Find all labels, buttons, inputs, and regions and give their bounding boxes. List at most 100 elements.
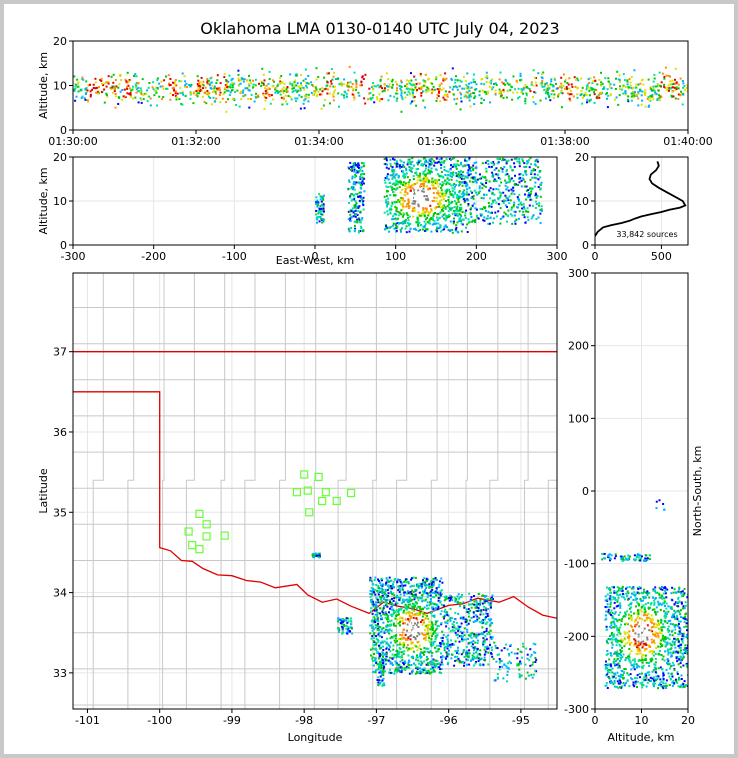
eastwest-source [536,160,539,163]
altitude-time-source [466,87,469,90]
plan-view-source [419,611,422,614]
eastwest-source [463,193,466,196]
altitude-time-source [103,88,106,91]
plan-view-source [435,593,437,596]
eastwest-source [439,224,442,227]
plan-view-source [496,647,499,650]
altitude-time-source [478,94,481,97]
plan-view-source [419,657,422,659]
altitude-time-source [326,72,329,75]
eastwest-source [503,166,506,168]
eastwest-source [391,168,394,171]
plan-view-source [422,671,424,674]
eastwest-source [456,194,459,196]
eastwest-source [495,180,498,183]
altitude-time-source [568,87,571,90]
altitude-time-source [672,95,675,98]
eastwest-source [531,215,534,218]
eastwest-source [433,220,436,223]
plan-view-source [408,666,411,669]
plan-view-source [455,627,457,630]
plan-view-source [422,579,424,582]
eastwest-source [441,175,444,178]
altitude-time-source [239,91,242,94]
altitude-time-source [355,82,358,84]
plan-view-source [440,637,443,640]
altitude-time-source [511,98,514,101]
altitude-time-source [163,79,166,82]
eastwest-source [443,169,446,171]
plan-view-source [341,618,344,620]
eastwest-source [355,193,358,195]
plan-view-source [448,597,451,599]
eastwest-source [407,184,410,186]
altitude-time-source [640,103,643,106]
eastwest-source [411,157,414,160]
plan-view-source [417,623,420,626]
altitude-time-source [506,89,509,92]
plan-view-source [419,597,422,600]
plan-view-source [315,555,318,557]
altitude-time-source [258,82,260,85]
plan-view-source [417,605,420,608]
altitude-time-source [213,85,216,88]
northsouth-source [649,620,652,623]
northsouth-source [648,679,651,682]
eastwest-source [413,189,416,192]
plan-view-source [425,633,428,635]
northsouth-source [627,633,630,636]
eastwest-source [489,197,492,200]
eastwest-source [477,192,480,195]
altitude-time-source [460,93,463,96]
eastwest-source [467,164,470,167]
plan-view-source [401,637,404,640]
plan-view-source [385,577,388,580]
eastwest-source [417,225,420,227]
altitude-time-source [433,88,436,91]
altitude-time-source [606,106,609,109]
eastwest-source [407,205,410,208]
eastwest-source [514,210,517,213]
plan-view-source [436,625,439,627]
altitude-time-source [454,78,457,81]
plan-view-source [377,593,380,596]
eastwest-source [421,163,424,166]
northsouth-source [617,594,620,597]
plan-view-source [390,602,393,605]
altitude-time-source [215,97,218,100]
altitude-time-source [142,94,145,96]
altitude-time-source [520,78,523,81]
plan-view-source [480,631,483,634]
eastwest-source [389,174,392,177]
altitude-time-source [396,92,399,95]
eastwest-source [416,181,419,184]
plan-view-source [373,628,375,631]
eastwest-source [533,163,536,166]
altitude-time-source [546,93,549,95]
plan-view-source [421,668,424,671]
altitude-time-source [229,83,232,86]
altitude-time-source [414,78,417,81]
plan-view-source [479,633,482,636]
altitude-time-source [566,87,569,90]
altitude-time-source [182,93,185,96]
eastwest-source [480,177,482,180]
altitude-time-source [333,89,336,92]
plan-view-source [437,599,440,602]
eastwest-source [353,188,356,191]
eastwest-source [491,199,494,202]
plan-view-source [376,589,379,592]
eastwest-source [454,228,457,231]
plan-view-source [430,667,433,670]
plan-view-source [431,586,434,589]
plan-view-source [402,584,405,587]
eastwest-source [400,209,403,212]
plan-view-source [447,640,449,643]
altitude-time-source [294,89,297,92]
plan-view-source [466,659,469,662]
eastwest-source [440,175,443,178]
eastwest-source [484,161,487,164]
altitude-time-source [665,88,668,91]
altitude-time-source [586,83,589,86]
eastwest-source [524,221,527,224]
